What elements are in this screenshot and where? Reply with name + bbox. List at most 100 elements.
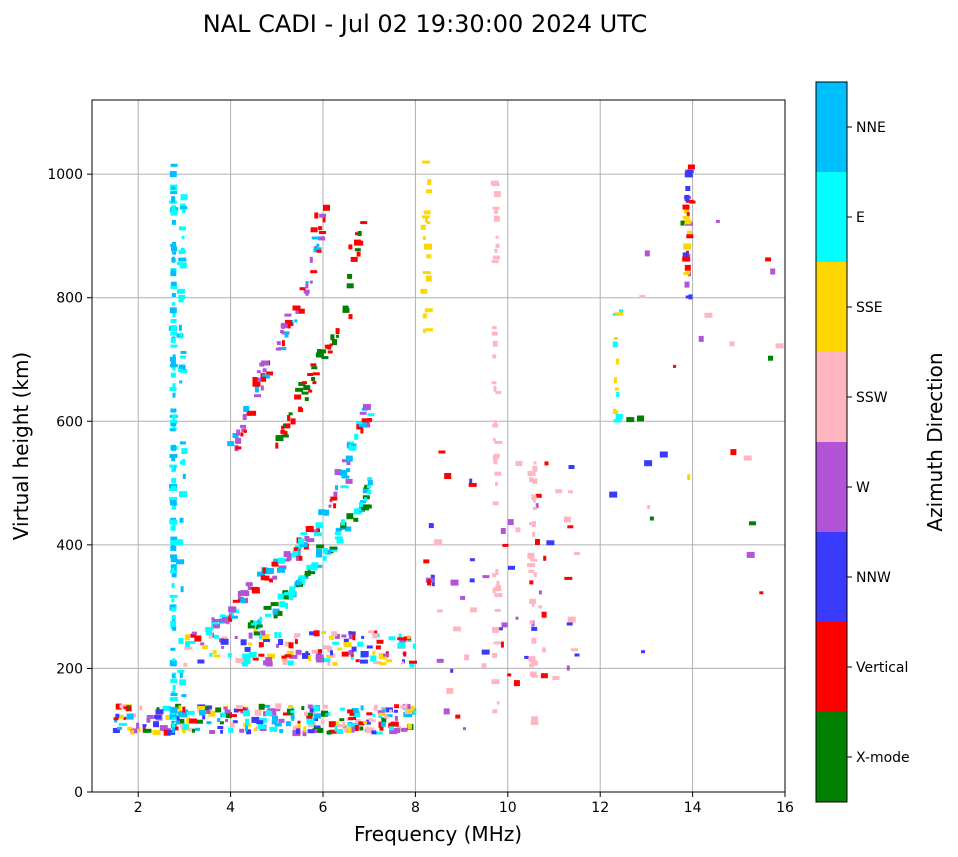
echo-point [171, 615, 176, 621]
echo-point [275, 435, 284, 442]
echo-point [170, 408, 177, 413]
echo-point [715, 219, 720, 223]
echo-point [287, 705, 293, 708]
echo-point [284, 592, 292, 596]
echo-point [184, 634, 190, 641]
echo-point [236, 429, 241, 436]
echo-point [309, 256, 313, 263]
echo-point [500, 641, 504, 648]
echo-point [495, 569, 499, 575]
echo-point [285, 721, 291, 727]
echo-point [190, 633, 197, 638]
echo-point [491, 381, 497, 385]
echo-point [286, 555, 292, 561]
echo-point [306, 715, 313, 722]
echo-point [201, 645, 208, 649]
echo-point [229, 714, 237, 718]
echo-point [286, 650, 294, 657]
echo-point [222, 712, 229, 718]
echo-point [176, 262, 183, 266]
echo-point [323, 204, 330, 211]
echo-point [463, 727, 466, 731]
echo-point [227, 441, 235, 447]
echo-point [304, 575, 309, 579]
echo-point [367, 480, 373, 486]
echo-point [170, 372, 176, 378]
echo-point [332, 339, 337, 346]
echo-point [394, 704, 400, 709]
echo-point [136, 727, 141, 733]
echo-point [424, 216, 428, 223]
echo-point [284, 654, 292, 658]
echo-point [278, 632, 282, 639]
echo-point [181, 694, 187, 698]
echo-point [337, 729, 344, 734]
echo-point [614, 387, 619, 391]
echo-point [390, 721, 399, 727]
echo-point [227, 653, 232, 658]
echo-point [171, 604, 176, 608]
echo-point [388, 723, 392, 728]
echo-point [153, 721, 159, 728]
echo-point [245, 597, 249, 603]
echo-point [684, 264, 691, 271]
echo-point [541, 647, 546, 653]
echo-point [305, 526, 314, 532]
echo-point [453, 626, 461, 632]
echo-point [343, 638, 349, 644]
echo-point [248, 652, 257, 658]
echo-point [208, 632, 213, 639]
echo-point [491, 260, 499, 264]
echo-point [407, 635, 411, 640]
echo-point [386, 714, 393, 718]
echo-point [281, 655, 286, 662]
echo-point [309, 564, 318, 571]
echo-point [243, 405, 250, 412]
echo-point [118, 714, 124, 719]
echo-point [359, 411, 367, 415]
echo-point [330, 334, 335, 341]
echo-point [407, 709, 413, 713]
colorbar-segment [816, 442, 847, 532]
echo-point [647, 505, 651, 510]
echo-point [775, 343, 784, 349]
echo-point [253, 631, 260, 636]
colorbar-tick-label: E [856, 210, 865, 226]
echo-point [389, 709, 393, 713]
echo-point [344, 727, 348, 733]
echo-point [346, 468, 351, 473]
echo-point [297, 720, 301, 724]
echo-point [354, 433, 359, 440]
echo-point [240, 658, 249, 664]
echo-point [527, 471, 536, 477]
echo-point [335, 485, 338, 491]
echo-point [311, 562, 319, 567]
echo-point [362, 404, 371, 410]
colorbar-tick-label: W [856, 480, 870, 496]
echo-point [746, 551, 755, 558]
echo-point [397, 642, 406, 649]
echo-point [310, 227, 318, 233]
echo-point [555, 489, 563, 494]
echo-point [351, 646, 357, 652]
echo-point [281, 340, 285, 347]
echo-point [235, 658, 244, 663]
echo-point [143, 728, 152, 733]
echo-point [361, 635, 365, 639]
echo-point [530, 557, 534, 562]
echo-point [494, 440, 503, 444]
echo-point [495, 243, 500, 248]
echo-point [258, 653, 265, 657]
echo-point [346, 459, 351, 465]
x-tick-label: 14 [684, 800, 702, 816]
echo-point [347, 273, 353, 279]
echo-point [305, 281, 309, 284]
echo-point [283, 423, 287, 428]
echo-point [284, 641, 291, 647]
echo-point [342, 472, 347, 477]
echo-point [342, 722, 346, 727]
echo-point [400, 705, 407, 709]
echo-point [389, 726, 394, 731]
echo-point [687, 474, 691, 481]
echo-point [172, 392, 176, 398]
